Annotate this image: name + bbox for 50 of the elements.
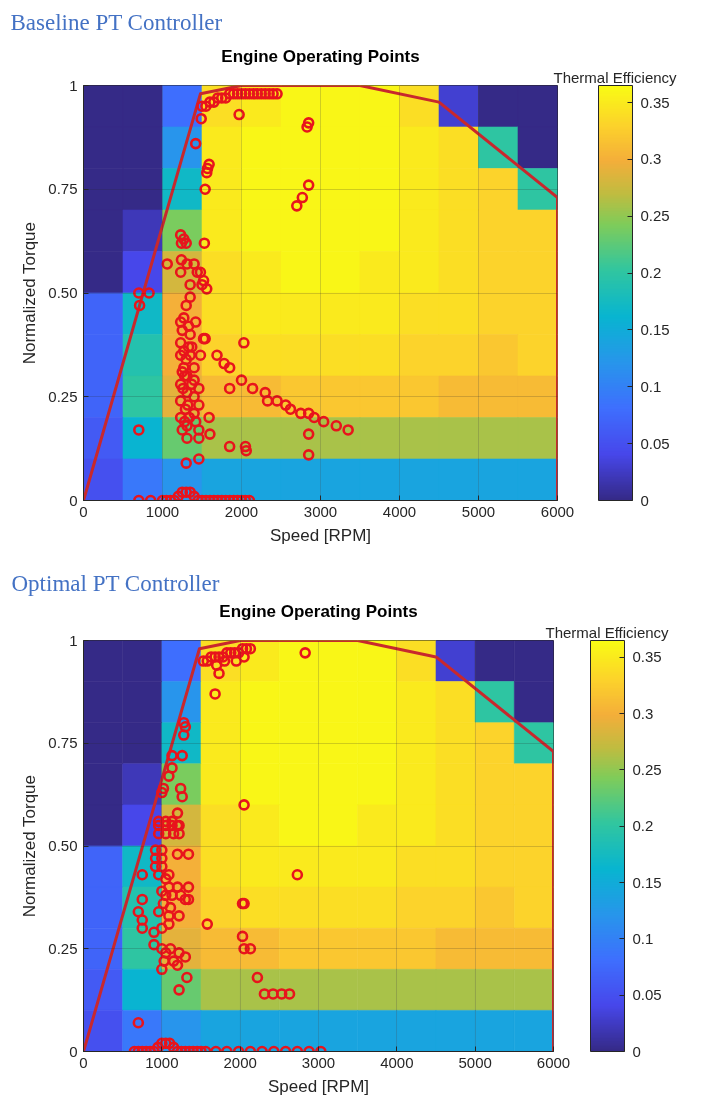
x-tick-label: 1000 — [145, 1053, 179, 1071]
y-tick-label: 0.25 — [48, 939, 78, 957]
color-bar-title: Thermal Efficiency — [545, 624, 670, 641]
x-tick-label: 6000 — [540, 502, 575, 520]
y-tick-label: 0 — [69, 491, 78, 509]
color-bar-label: 0 — [632, 1042, 641, 1060]
x-tick-label: 2000 — [224, 502, 259, 520]
color-bar-label: 0.25 — [640, 207, 670, 225]
y-tick-label: 0.75 — [48, 734, 78, 752]
color-bar-label: 0.15 — [640, 320, 670, 338]
x-tick-label: 5000 — [461, 502, 496, 520]
color-bar-label: 0.15 — [632, 873, 662, 891]
color-bar-label: 0.35 — [640, 93, 670, 111]
x-tick-label: 3000 — [301, 1053, 336, 1071]
y-tick-label: 1 — [69, 76, 78, 94]
color-bar-label: 0.05 — [632, 986, 662, 1004]
x-axis-title: Speed [RPM] — [267, 1076, 370, 1096]
color-bar-label: 0.3 — [632, 704, 654, 722]
x-tick-label: 1000 — [145, 502, 180, 520]
y-tick-label: 0.50 — [48, 837, 78, 854]
line-series — [83, 85, 558, 501]
color-bar-label: 0.1 — [640, 377, 662, 395]
color-bar-label: 0.35 — [632, 648, 662, 666]
chart-title: Baseline PT Controller — [10, 10, 223, 35]
x-tick-label: 2000 — [223, 1053, 257, 1071]
color-bar-label: 0.2 — [632, 817, 654, 835]
y-tick-label: 0 — [69, 1042, 78, 1060]
x-tick-label: 4000 — [382, 502, 417, 520]
y-tick-label: 0.75 — [48, 180, 78, 198]
color-bar-label: 0.05 — [640, 434, 670, 452]
x-tick-label: 3000 — [303, 502, 338, 520]
x-axis-title: Speed [RPM] — [269, 525, 372, 545]
y-axis-title: Normalized Torque — [20, 221, 40, 365]
y-tick-label: 0.25 — [48, 387, 78, 405]
line-series — [83, 640, 554, 1052]
y-axis-title: Normalized Torque — [20, 774, 40, 918]
color-bar-label: 0 — [640, 491, 649, 509]
y-tick-label: 1 — [69, 631, 78, 649]
color-bar-label: 0.1 — [632, 929, 654, 947]
chart-subtitle: Engine Operating Points — [221, 46, 420, 66]
color-bar-label: 0.25 — [632, 760, 662, 778]
y-tick-label: 0.50 — [48, 284, 78, 301]
x-tick-label: 6000 — [536, 1053, 571, 1071]
color-bar-label: 0.2 — [640, 264, 662, 282]
x-tick-label: 4000 — [380, 1053, 414, 1071]
chart-title: Optimal PT Controller — [11, 570, 220, 596]
chart-subtitle: Engine Operating Points — [219, 601, 418, 621]
x-tick-label: 5000 — [458, 1053, 492, 1071]
color-bar-label: 0.3 — [640, 150, 662, 168]
color-bar-title: Thermal Efficiency — [553, 69, 678, 86]
